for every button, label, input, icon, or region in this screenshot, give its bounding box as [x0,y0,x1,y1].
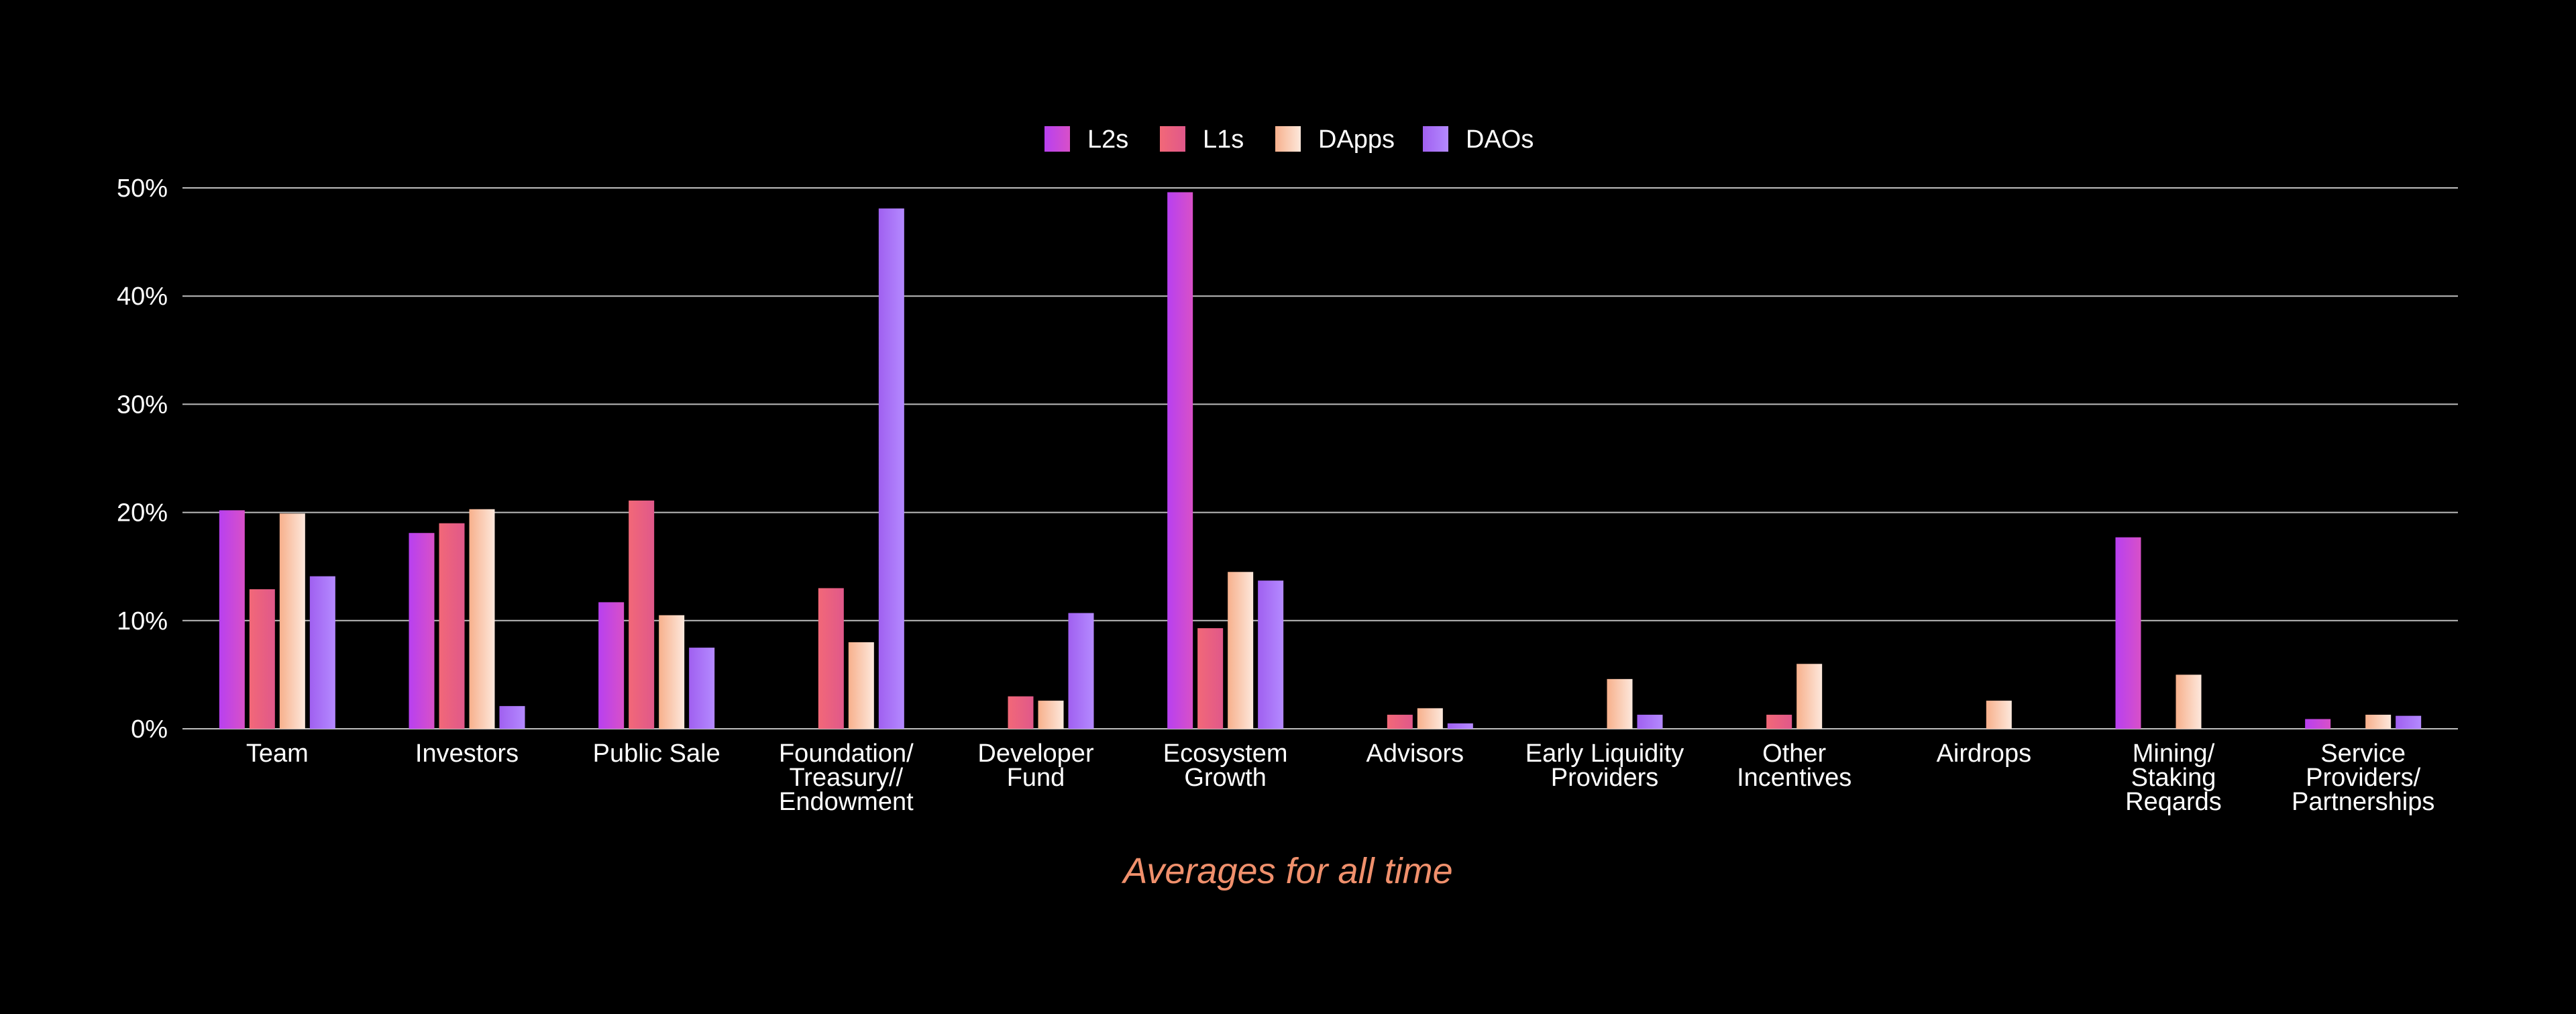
bar-daos-11 [2396,715,2422,729]
bar-l1s-5 [1197,628,1224,729]
x-category-label: Team [246,740,309,768]
bar-dapps-10 [2176,674,2202,729]
bar-daos-4 [1068,613,1094,729]
chart-caption: Averages for all time [1121,851,1452,891]
legend-item-l1s: L1s [1160,125,1244,154]
bar-l1s-2 [629,500,655,729]
legend-label: DAOs [1466,125,1534,154]
bar-l1s-3 [818,588,844,729]
bar-daos-6 [1447,723,1473,729]
bar-l2s-10 [2115,537,2141,729]
bar-dapps-2 [659,615,685,729]
bars [219,192,2422,729]
x-axis-labels: Team Investors Public Sale Foundation/Treas… [246,740,2434,816]
bar-dapps-7 [1607,678,1633,729]
x-category-label: Service Providers/Partnerships [2292,740,2434,816]
legend-swatch [1275,126,1301,152]
bar-daos-3 [878,208,904,729]
y-tick-label: 30% [117,391,168,419]
gridlines [182,187,2458,729]
x-category-label: Early Liquidity Providers [1525,740,1684,792]
bar-dapps-4 [1038,701,1064,729]
x-category-label: Other Incentives [1737,740,1851,792]
bar-daos-5 [1258,580,1284,729]
x-category-label: Investors [415,740,519,768]
x-category-label: Developer Fund [977,740,1094,792]
bar-l2s-5 [1167,192,1193,729]
bar-l2s-0 [219,510,245,729]
legend-swatch [1044,126,1070,152]
bar-dapps-6 [1417,708,1443,729]
y-tick-label: 10% [117,607,168,636]
y-tick-label: 20% [117,499,168,527]
x-category-label: Public Sale [593,740,720,768]
legend-label: L2s [1087,125,1128,154]
x-category-label: Advisors [1366,740,1464,768]
bar-dapps-0 [279,513,305,729]
bar-l1s-1 [439,523,465,729]
bar-dapps-8 [1796,664,1823,729]
bar-daos-0 [309,576,335,729]
x-category-label: Foundation/Treasury//Endowment [779,740,914,816]
bar-l1s-8 [1766,715,1792,729]
legend-item-daos: DAOs [1423,125,1534,154]
y-tick-label: 50% [117,174,168,203]
bar-dapps-9 [1986,701,2012,729]
legend-item-dapps: DApps [1275,125,1395,154]
legend-swatch [1160,126,1185,152]
bar-dapps-1 [469,509,495,729]
x-category-label: Mining/Staking Reqards [2125,740,2222,816]
bar-dapps-3 [848,642,874,729]
bar-l2s-2 [598,602,625,729]
bar-dapps-5 [1228,572,1254,729]
bar-l2s-11 [2305,719,2331,729]
bar-dapps-11 [2365,715,2392,729]
legend-label: L1s [1203,125,1244,154]
legend-label: DApps [1318,125,1395,154]
y-tick-label: 40% [117,283,168,311]
bar-daos-1 [499,706,525,729]
bar-l1s-4 [1008,696,1034,729]
legend: L2s L1s DApps DAOs [1044,125,1534,154]
y-axis-ticks: 0% 10% 20% 30% 40% 50% [117,174,168,744]
bar-daos-7 [1637,715,1663,729]
bar-l1s-6 [1387,715,1413,729]
bar-l1s-0 [249,589,275,729]
x-category-label: Airdrops [1937,740,2032,768]
x-category-label: Ecosystem Growth [1163,740,1288,792]
y-tick-label: 0% [131,715,168,744]
legend-swatch [1423,126,1448,152]
bar-daos-2 [689,648,715,729]
legend-item-l2s: L2s [1044,125,1128,154]
bar-l2s-1 [409,533,435,729]
